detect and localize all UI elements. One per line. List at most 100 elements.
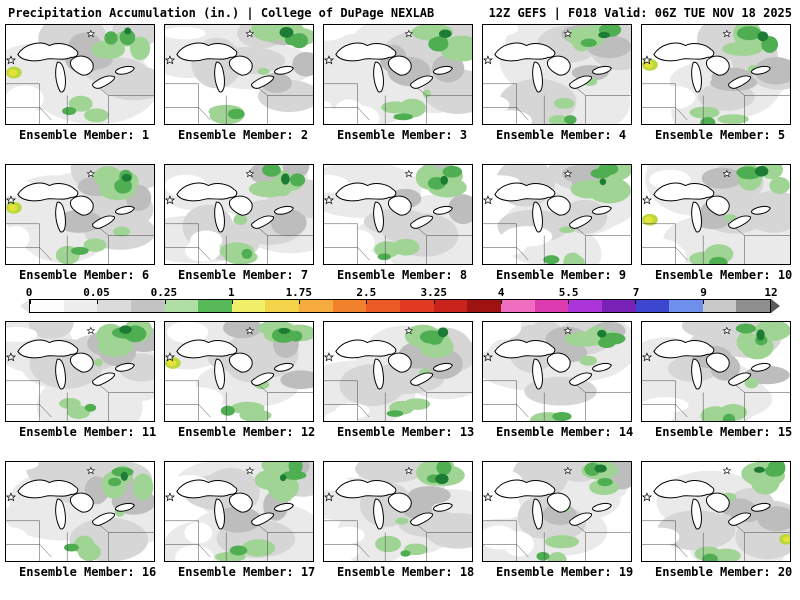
- ensemble-panel: Ensemble Member: 8: [323, 164, 473, 282]
- ensemble-member-label: Ensemble Member: 18: [337, 565, 475, 579]
- ensemble-panel: Ensemble Member: 2: [164, 24, 314, 142]
- ensemble-map-image: [5, 164, 155, 265]
- ensemble-map-image: [641, 164, 791, 265]
- ensemble-panel: Ensemble Member: 4: [482, 24, 632, 142]
- ensemble-panel: Ensemble Member: 9: [482, 164, 632, 282]
- ensemble-member-label: Ensemble Member: 13: [337, 425, 475, 439]
- ensemble-map-image: [164, 24, 314, 125]
- colorbar-cell: [198, 300, 232, 312]
- ensemble-panel: Ensemble Member: 18: [323, 461, 475, 579]
- colorbar-cell: [30, 300, 64, 312]
- ensemble-row-1: Ensemble Member: 1 Ensemble Member: 2 Ense…: [0, 24, 800, 142]
- ensemble-map-image: [5, 461, 155, 562]
- ensemble-member-label: Ensemble Member: 8: [337, 268, 468, 282]
- ensemble-panel: Ensemble Member: 15: [641, 321, 793, 439]
- colorbar-tickmark: [500, 300, 502, 304]
- colorbar-tick-label: 3.25: [420, 286, 447, 299]
- colorbar-cell: [130, 300, 165, 312]
- colorbar-cell: [500, 300, 535, 312]
- colorbar-tickmark: [702, 300, 704, 304]
- colorbar-tickmark: [299, 300, 301, 304]
- ensemble-panel: Ensemble Member: 1: [5, 24, 155, 142]
- ensemble-row-4: Ensemble Member: 16 Ensemble Member: 17 En…: [0, 461, 800, 579]
- colorbar-cell: [467, 300, 501, 312]
- colorbar-tick-label: 12: [764, 286, 778, 299]
- colorbar-cell: [702, 300, 737, 312]
- ensemble-row-2: Ensemble Member: 6 Ensemble Member: 7 Ense…: [0, 164, 800, 282]
- ensemble-member-label: Ensemble Member: 6: [19, 268, 150, 282]
- colorbar-tick-label: 1: [228, 286, 235, 299]
- colorbar-cell: [265, 300, 300, 312]
- colorbar-tick-label: 2.5: [356, 286, 377, 299]
- ensemble-panel: Ensemble Member: 16: [5, 461, 157, 579]
- ensemble-map-image: [641, 24, 791, 125]
- ensemble-row-3: Ensemble Member: 11 Ensemble Member: 12 En…: [0, 321, 800, 439]
- ensemble-panel: Ensemble Member: 6: [5, 164, 155, 282]
- ensemble-map-image: [482, 321, 632, 422]
- colorbar-tick-label: 0: [25, 286, 33, 299]
- colorbar-left-cap: [20, 299, 29, 313]
- colorbar-tick-label: 7: [632, 286, 640, 299]
- colorbar-tickmark: [770, 300, 771, 304]
- colorbar-cell: [299, 300, 333, 312]
- ensemble-map-image: [164, 164, 314, 265]
- ensemble-map-image: [164, 461, 314, 562]
- ensemble-member-label: Ensemble Member: 15: [655, 425, 793, 439]
- colorbar-cell: [231, 300, 266, 312]
- colorbar-tickmark: [568, 300, 570, 304]
- ensemble-map-image: [323, 461, 473, 562]
- ensemble-map-image: [323, 164, 473, 265]
- ensemble-panel: Ensemble Member: 11: [5, 321, 157, 439]
- colorbar-cell: [400, 300, 434, 312]
- colorbar-cell: [669, 300, 703, 312]
- colorbar: 0 0.05 0.25 1 1.75 2.5 3.25 4 5.5 7 9 12: [20, 286, 780, 313]
- colorbar-tickmark: [635, 300, 637, 304]
- ensemble-map-image: [641, 461, 791, 562]
- ensemble-panel: Ensemble Member: 12: [164, 321, 316, 439]
- colorbar-cell: [63, 300, 98, 312]
- ensemble-panel: Ensemble Member: 7: [164, 164, 314, 282]
- colorbar-tickmark: [164, 300, 166, 304]
- ensemble-panel: Ensemble Member: 14: [482, 321, 634, 439]
- colorbar-tick-label: 0.05: [83, 286, 110, 299]
- colorbar-tickmark: [433, 300, 435, 304]
- ensemble-map-image: [323, 321, 473, 422]
- colorbar-cell: [97, 300, 131, 312]
- ensemble-map-image: [482, 24, 632, 125]
- ensemble-member-label: Ensemble Member: 20: [655, 565, 793, 579]
- ensemble-map-image: [323, 24, 473, 125]
- ensemble-member-label: Ensemble Member: 16: [19, 565, 157, 579]
- colorbar-cell: [433, 300, 468, 312]
- ensemble-member-label: Ensemble Member: 9: [496, 268, 627, 282]
- colorbar-tick-label: 1.75: [285, 286, 313, 299]
- ensemble-panel: Ensemble Member: 10: [641, 164, 793, 282]
- ensemble-panel: Ensemble Member: 5: [641, 24, 791, 142]
- colorbar-ticks: 0 0.05 0.25 1 1.75 2.5 3.25 4 5.5 7 9 12: [25, 286, 778, 299]
- ensemble-map-image: [5, 321, 155, 422]
- colorbar-cell: [332, 300, 367, 312]
- ensemble-map-image: [641, 321, 791, 422]
- colorbar-tickmark: [366, 300, 368, 304]
- ensemble-member-label: Ensemble Member: 12: [178, 425, 316, 439]
- ensemble-panel: Ensemble Member: 17: [164, 461, 316, 579]
- ensemble-map-image: [482, 164, 632, 265]
- ensemble-panel: Ensemble Member: 20: [641, 461, 793, 579]
- ensemble-member-label: Ensemble Member: 17: [178, 565, 316, 579]
- product-title: Precipitation Accumulation (in.) | Colle…: [8, 6, 435, 20]
- ensemble-member-label: Ensemble Member: 7: [178, 268, 309, 282]
- colorbar-cell: [164, 300, 199, 312]
- colorbar-tick-label: 0.25: [150, 286, 178, 299]
- ensemble-map-image: [482, 461, 632, 562]
- ensemble-map-image: [5, 24, 155, 125]
- ensemble-member-label: Ensemble Member: 2: [178, 128, 309, 142]
- colorbar-tick-label: 9: [700, 286, 707, 299]
- ensemble-member-label: Ensemble Member: 11: [19, 425, 157, 439]
- colorbar-cell: [568, 300, 602, 312]
- colorbar-tickmark: [97, 300, 99, 304]
- ensemble-member-label: Ensemble Member: 3: [337, 128, 468, 142]
- ensemble-member-label: Ensemble Member: 14: [496, 425, 634, 439]
- colorbar-tickmark: [231, 300, 233, 304]
- ensemble-member-label: Ensemble Member: 10: [655, 268, 793, 282]
- colorbar-tick-label: 5.5: [558, 286, 579, 299]
- ensemble-panel: Ensemble Member: 19: [482, 461, 633, 579]
